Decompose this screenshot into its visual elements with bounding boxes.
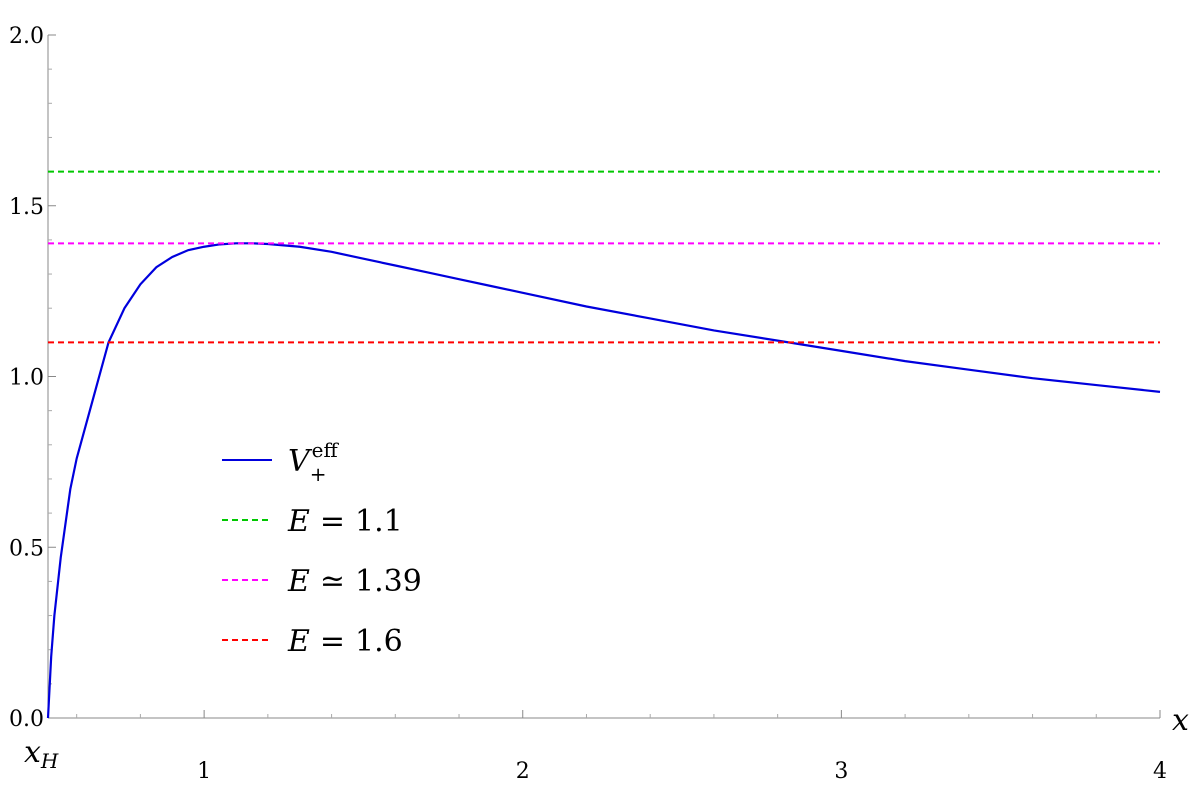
axes: 0.0 0.5 1.0 1.5 2.0 1 2 3 4 xH: [9, 24, 1167, 784]
x-tick-label: 2: [516, 759, 530, 784]
x-horizon-label: xH: [24, 735, 59, 773]
y-tick-label: 0.0: [9, 707, 44, 732]
legend-label-3: E = 1.6: [287, 624, 403, 659]
series-line-0: [46, 242, 1161, 719]
legend-label-2: E ≃ 1.39: [287, 564, 422, 599]
y-tick-label: 1.5: [9, 195, 44, 220]
series-layer: [46, 170, 1161, 719]
y-tick-label: 0.5: [9, 536, 44, 561]
y-tick-label: 1.0: [9, 366, 44, 391]
x-tick-label: 4: [1153, 759, 1167, 784]
x-tick-label: 3: [834, 759, 848, 784]
x-tick-label: 1: [197, 759, 211, 784]
y-tick-label: 2.0: [9, 24, 44, 49]
x-axis-label: x: [1172, 703, 1189, 738]
legend-label-1: E = 1.1: [287, 504, 403, 539]
